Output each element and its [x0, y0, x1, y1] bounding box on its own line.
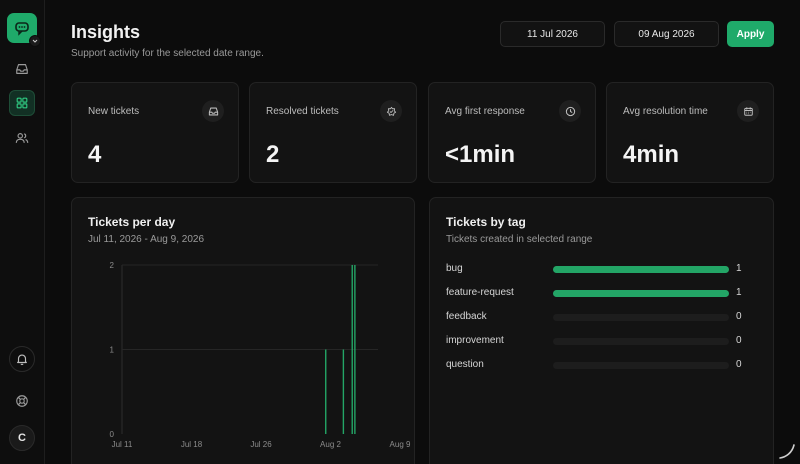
tag-count: 0 [736, 359, 742, 370]
x-tick-label: Jul 11 [112, 440, 133, 449]
tag-bar-track [553, 314, 729, 321]
resolved-icon [386, 106, 396, 116]
tag-name: question [446, 359, 484, 370]
chart-bar [325, 349, 327, 434]
x-tick-label: Jul 18 [181, 440, 203, 449]
inbox-icon [208, 107, 218, 115]
app-logo[interactable] [7, 13, 41, 47]
tag-bar-track [553, 290, 729, 297]
stat-value: 2 [266, 141, 280, 168]
stat-card-new-tickets: New tickets 4 [71, 82, 239, 183]
tag-row: question 0 [446, 359, 766, 371]
resize-handle-icon [779, 444, 795, 459]
stat-label: New tickets [88, 106, 140, 117]
tag-row: feature-request 1 [446, 287, 766, 299]
stat-label: Avg resolution time [623, 106, 708, 117]
tag-bar-fill [553, 266, 729, 273]
stat-card-avg-first-response: Avg first response <1min [428, 82, 596, 183]
chart-bar [342, 349, 345, 434]
stat-value: 4 [88, 141, 102, 168]
notifications-button[interactable] [9, 346, 35, 372]
chart-title: Tickets per day [88, 215, 176, 229]
tag-name: bug [446, 263, 463, 274]
x-tick-label: Jul 26 [250, 440, 272, 449]
chevron-down-icon[interactable] [29, 35, 41, 47]
stat-value: <1min [445, 141, 516, 168]
inbox-icon [16, 64, 28, 74]
tag-panel-title: Tickets by tag [446, 215, 526, 229]
chat-logo-icon [15, 22, 29, 36]
tickets-per-day-card: Tickets per day Jul 11, 2026 - Aug 9, 20… [71, 197, 415, 464]
page-subtitle: Support activity for the selected date r… [71, 48, 264, 59]
sidebar-item-inbox[interactable] [9, 56, 35, 82]
tag-row: bug 1 [446, 263, 766, 275]
sidebar-item-contacts[interactable] [9, 125, 35, 151]
lifebuoy-icon [16, 395, 28, 407]
chart-date-range: Jul 11, 2026 - Aug 9, 2026 [88, 234, 205, 245]
tag-name: improvement [446, 335, 504, 346]
tag-bar-track [553, 266, 729, 273]
tickets-per-day-chart: 0 1 2 Jul 11 Jul 18 Jul 26 Aug 2 Aug 9 [110, 261, 411, 449]
stat-card-resolved-tickets: Resolved tickets 2 [249, 82, 417, 183]
tag-bar-fill [553, 290, 729, 297]
tag-row: feedback 0 [446, 311, 766, 323]
calendar-icon [743, 106, 753, 116]
stat-value: 4min [623, 141, 680, 168]
page-title: Insights [71, 22, 141, 42]
stat-label: Resolved tickets [266, 106, 339, 117]
tag-bar-track [553, 362, 729, 369]
y-tick-label: 2 [110, 261, 115, 270]
tickets-by-tag-card: Tickets by tag Tickets created in select… [429, 197, 774, 464]
chart-bar [351, 265, 353, 434]
chart-bar [354, 265, 356, 434]
tag-name: feedback [446, 311, 487, 322]
tag-name: feature-request [446, 287, 514, 298]
tag-bar-track [553, 338, 729, 345]
clock-icon [565, 106, 575, 116]
x-tick-label: Aug 2 [320, 440, 341, 449]
y-tick-label: 1 [110, 346, 115, 355]
tag-count: 1 [736, 263, 742, 274]
tag-panel-subtitle: Tickets created in selected range [446, 234, 593, 245]
start-date-input[interactable]: 11 Jul 2026 [500, 21, 605, 47]
tag-row: improvement 0 [446, 335, 766, 347]
tag-count: 1 [736, 287, 742, 298]
avatar[interactable]: C [9, 425, 35, 451]
end-date-input[interactable]: 09 Aug 2026 [614, 21, 719, 47]
stat-label: Avg first response [445, 106, 525, 117]
apply-button[interactable]: Apply [727, 21, 774, 47]
x-tick-label: Aug 9 [390, 440, 411, 449]
tag-count: 0 [736, 335, 742, 346]
bell-icon [17, 354, 27, 366]
help-button[interactable] [9, 388, 35, 414]
sidebar: C [0, 0, 45, 464]
users-icon [15, 133, 29, 143]
tag-count: 0 [736, 311, 742, 322]
y-tick-label: 0 [110, 430, 115, 439]
sidebar-item-insights[interactable] [9, 90, 35, 116]
grid-icon [16, 97, 28, 109]
stat-card-avg-resolution-time: Avg resolution time 4min [606, 82, 774, 183]
